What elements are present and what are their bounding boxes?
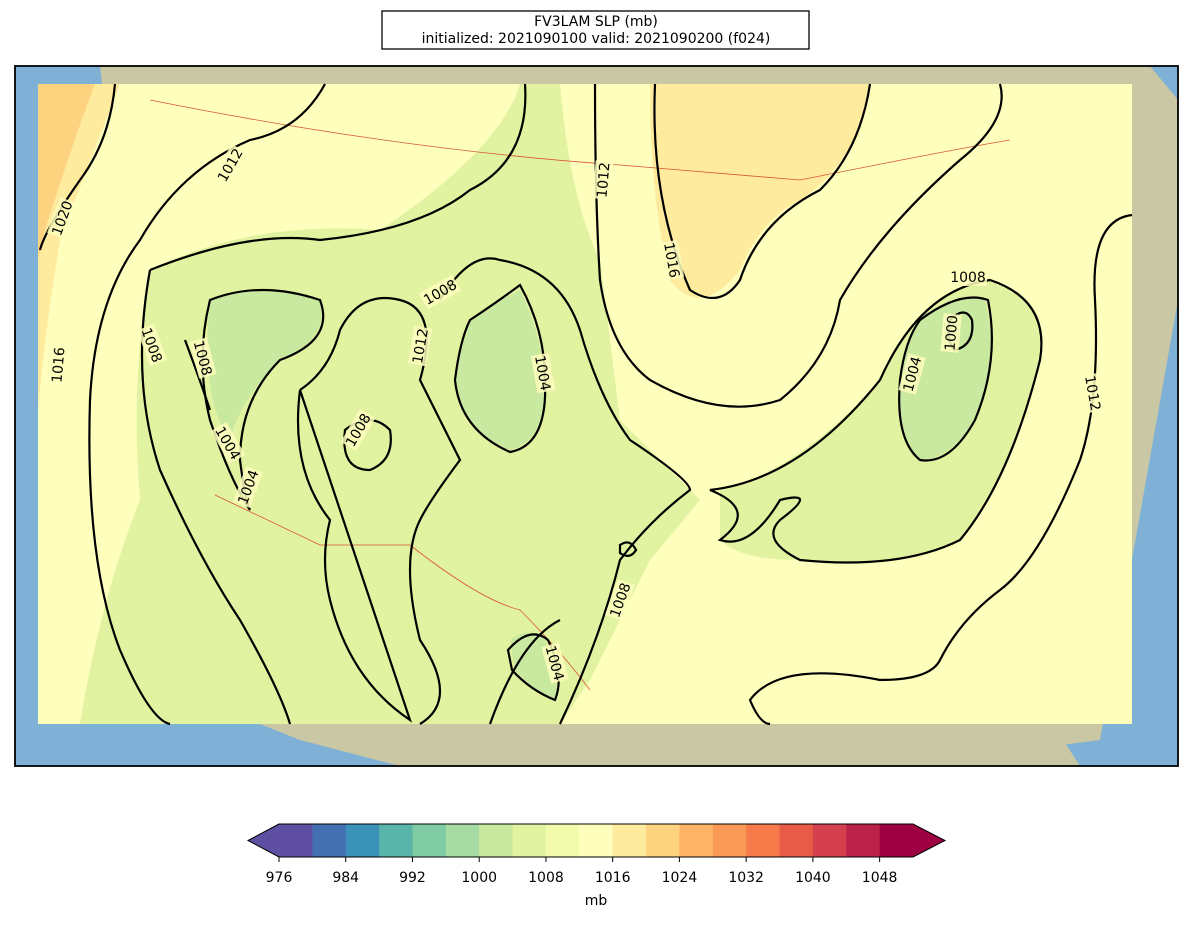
field-1004 <box>207 290 322 440</box>
title: FV3LAM SLP (mb) <box>534 14 658 30</box>
contour <box>296 296 462 725</box>
colorbar-tick-label: 976 <box>266 870 293 886</box>
contour-label-bg <box>233 466 263 508</box>
colorbar-segment <box>512 824 547 857</box>
colorbar-segment <box>879 824 914 857</box>
contour-label-bg <box>898 353 926 395</box>
contour-label-bg <box>189 337 217 379</box>
contour-label-bg <box>407 325 433 367</box>
contour-label-bg <box>530 352 556 394</box>
contour <box>201 288 325 511</box>
colorbar-segment <box>712 824 747 857</box>
contour-label-bg <box>340 409 376 451</box>
colorbar-segment <box>746 824 781 857</box>
colorbar-tick-label: 1016 <box>595 870 631 886</box>
contour <box>88 83 326 726</box>
colorbar-segment <box>846 824 881 857</box>
colorbar: 976 984 992 1000 1008 1016 1024 1032 1040 1048 <box>246 823 947 886</box>
contour-label: 1000 <box>942 315 961 352</box>
colorbar-segment <box>412 824 447 857</box>
contour <box>709 278 1043 564</box>
land <box>860 728 1080 766</box>
contour-label: 1012 <box>594 162 613 199</box>
contour <box>38 83 117 251</box>
contour-label-bg <box>47 197 77 239</box>
contour-label: 1008 <box>950 270 986 286</box>
colorbar-tick-label: 1024 <box>662 870 698 886</box>
colorbar-segment <box>779 824 814 857</box>
colorbar-extend <box>248 824 279 857</box>
colorbar-segment <box>312 824 347 857</box>
colorbar-extend <box>913 824 945 857</box>
contour <box>898 296 993 462</box>
contour-label-bg <box>592 160 614 200</box>
contour <box>183 339 212 411</box>
field-lakes <box>650 84 870 298</box>
contour <box>453 283 547 454</box>
contour <box>140 269 292 725</box>
border <box>149 99 1011 181</box>
colorbar-segment <box>679 824 714 857</box>
field-1004 <box>899 297 991 460</box>
colorbar-segment <box>279 824 313 857</box>
colorbar-segment <box>646 824 680 857</box>
colorbar-tick-label: 1000 <box>461 870 497 886</box>
colorbar-segment <box>612 824 647 857</box>
contour <box>618 541 638 557</box>
contour-label-bg <box>940 313 962 353</box>
contour-label-bg <box>1080 372 1106 414</box>
field-1020 <box>38 84 95 260</box>
colorbar-label: mb <box>585 893 608 909</box>
colorbar-segment <box>545 824 580 857</box>
colorbar-segment <box>379 824 413 857</box>
map-frame <box>14 65 1179 767</box>
contour-label: 1004 <box>531 354 553 392</box>
colorbar-outline <box>246 823 947 858</box>
contour <box>149 83 1003 408</box>
contour-label-bg <box>659 239 685 281</box>
colorbar-tick-label: 1048 <box>862 870 898 886</box>
contour <box>748 213 1133 726</box>
colorbar-tick-label: 1040 <box>795 870 831 886</box>
contour-label: 1012 <box>1081 374 1103 412</box>
contour-label-bg <box>605 579 635 621</box>
colorbar-tick-label: 992 <box>399 870 426 886</box>
colorbar-segment <box>479 824 514 857</box>
contour-label-bg <box>419 274 461 310</box>
field-1004 <box>455 290 546 450</box>
contour-label-bg <box>212 144 248 186</box>
colorbar-segment <box>812 824 847 857</box>
contour <box>653 83 872 300</box>
colorbar-tick-label: 984 <box>332 870 359 886</box>
contour-label-bg <box>210 422 246 464</box>
contour-label: 1016 <box>660 241 682 279</box>
subtitle: initialized: 2021090100 valid: 202109020… <box>422 31 771 47</box>
border <box>214 494 591 691</box>
contour-label: 1016 <box>49 347 68 384</box>
contour-label-bg <box>949 268 987 286</box>
contour-label-bg <box>137 324 167 366</box>
colorbar-segment <box>345 824 380 857</box>
contour-label-bg <box>47 345 69 385</box>
colorbar-segment <box>445 824 480 857</box>
colorbar-tick-label: 1032 <box>728 870 764 886</box>
contour <box>439 257 692 725</box>
colorbar-segment <box>579 824 614 857</box>
title-box <box>381 10 810 50</box>
contour-label: 1012 <box>410 327 432 365</box>
colorbar-tick-label: 1008 <box>528 870 564 886</box>
contour-label-bg <box>541 642 569 684</box>
